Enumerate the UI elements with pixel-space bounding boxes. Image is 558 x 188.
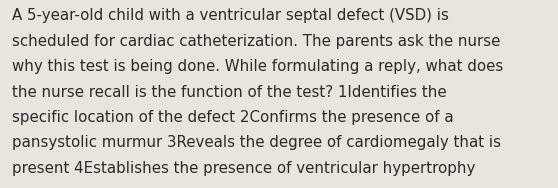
Text: pansystolic murmur 3Reveals the degree of cardiomegaly that is: pansystolic murmur 3Reveals the degree o… <box>12 135 501 150</box>
Text: why this test is being done. While formulating a reply, what does: why this test is being done. While formu… <box>12 59 503 74</box>
Text: scheduled for cardiac catheterization. The parents ask the nurse: scheduled for cardiac catheterization. T… <box>12 34 501 49</box>
Text: present 4Establishes the presence of ventricular hypertrophy: present 4Establishes the presence of ven… <box>12 161 475 176</box>
Text: the nurse recall is the function of the test? 1Identifies the: the nurse recall is the function of the … <box>12 85 447 100</box>
Text: A 5-year-old child with a ventricular septal defect (VSD) is: A 5-year-old child with a ventricular se… <box>12 8 449 24</box>
Text: specific location of the defect 2Confirms the presence of a: specific location of the defect 2Confirm… <box>12 110 454 125</box>
